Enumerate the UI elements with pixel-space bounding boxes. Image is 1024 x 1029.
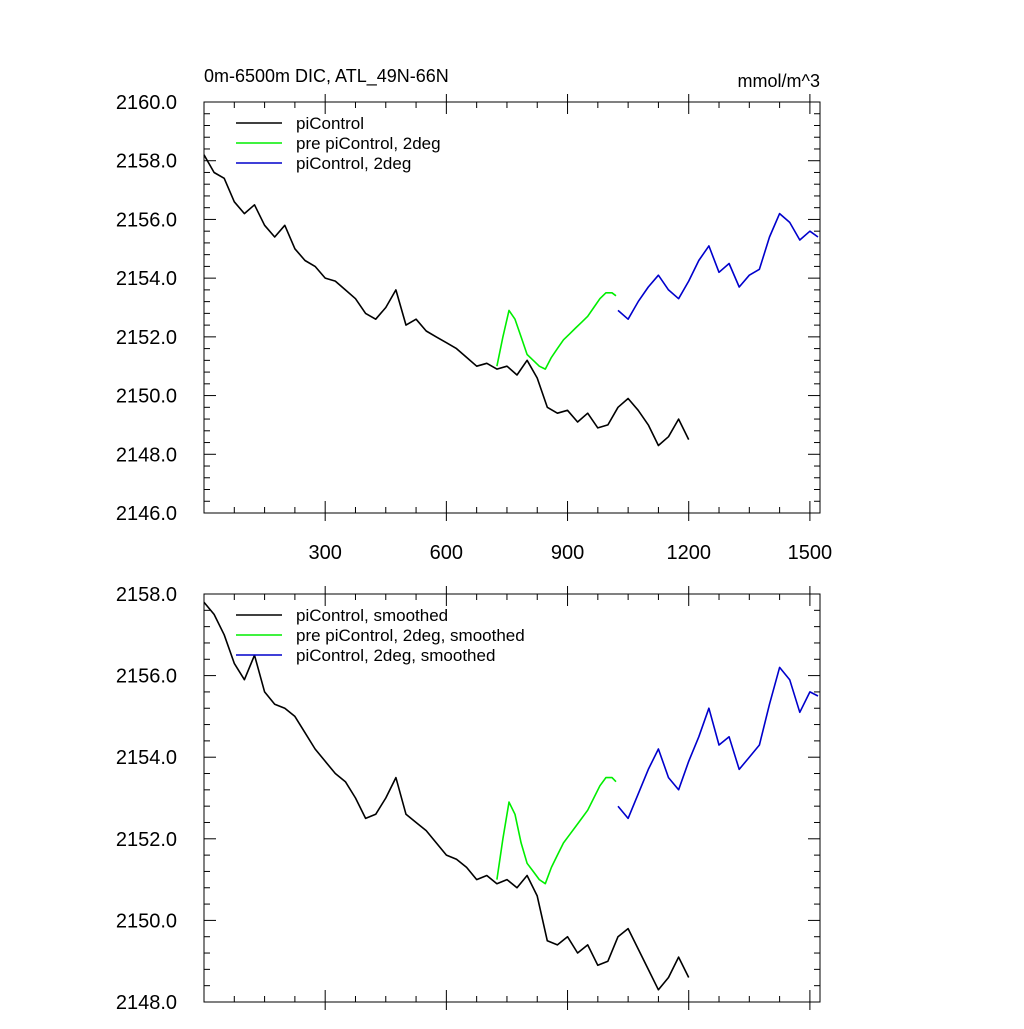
y-tick-label: 2150.0 (116, 910, 177, 932)
legend-label: piControl (296, 114, 364, 133)
series-line-2 (617, 212, 819, 321)
y-tick-label: 2158.0 (116, 584, 177, 606)
x-tick-label: 1500 (788, 542, 833, 564)
series-line-0 (203, 601, 690, 991)
x-tick-label: 900 (551, 542, 584, 564)
legend-label: piControl, 2deg, smoothed (296, 646, 495, 665)
legend-label: piControl, 2deg (296, 154, 411, 173)
y-tick-label: 2154.0 (116, 268, 177, 290)
y-tick-label: 2148.0 (116, 992, 177, 1014)
y-tick-label: 2152.0 (116, 327, 177, 349)
plot-frame (203, 593, 821, 1003)
y-tick-label: 2154.0 (116, 747, 177, 769)
legend-label: pre piControl, 2deg (296, 134, 441, 153)
y-tick-label: 2148.0 (116, 444, 177, 466)
x-tick-label: 300 (308, 542, 341, 564)
x-tick-label: 600 (430, 542, 463, 564)
chart-title: 0m-6500m DIC, ATL_49N-66N (204, 66, 449, 87)
y-tick-label: 2146.0 (116, 503, 177, 525)
units-label: mmol/m^3 (738, 71, 820, 91)
plot-frame (203, 101, 821, 514)
y-tick-label: 2156.0 (116, 209, 177, 231)
series-line-2 (617, 666, 819, 820)
y-tick-label: 2160.0 (116, 92, 177, 114)
top-panel: 0m-6500m DIC, ATL_49N-66N mmol/m^3 300 60… (116, 66, 832, 564)
y-tick-label: 2150.0 (116, 386, 177, 408)
y-tick-label: 2158.0 (116, 151, 177, 173)
y-tick-label: 2156.0 (116, 666, 177, 688)
bottom-panel: 2148.0 2150.0 2152.0 2154.0 2156.0 2158.0 piCo… (116, 584, 821, 1014)
legend-label: piControl, smoothed (296, 606, 448, 625)
x-tick-label: 1200 (666, 542, 711, 564)
series-line-0 (203, 154, 690, 447)
legend-label: pre piControl, 2deg, smoothed (296, 626, 525, 645)
y-tick-label: 2152.0 (116, 829, 177, 851)
series-line-1 (496, 291, 617, 370)
series-line-1 (496, 776, 617, 885)
